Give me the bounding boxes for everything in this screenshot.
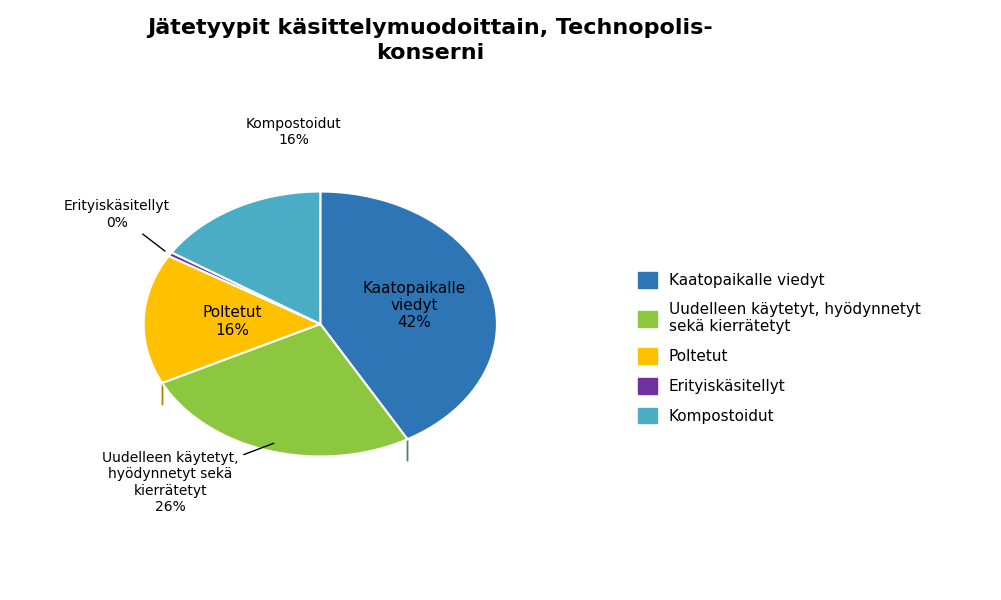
Text: Kompostoidut
16%: Kompostoidut 16% [246, 117, 341, 148]
Polygon shape [320, 191, 496, 439]
Legend: Kaatopaikalle viedyt, Uudelleen käytetyt, hyödynnetyt
sekä kierrätetyt, Poltetut: Kaatopaikalle viedyt, Uudelleen käytetyt… [639, 272, 921, 424]
Polygon shape [144, 256, 320, 383]
Text: Erityiskäsitellyt
0%: Erityiskäsitellyt 0% [64, 199, 170, 251]
Text: Kaatopaikalle
viedyt
42%: Kaatopaikalle viedyt 42% [362, 281, 465, 331]
Polygon shape [162, 324, 407, 457]
Polygon shape [171, 191, 320, 324]
Text: Jätetyypit käsittelymuodoittain, Technopolis-
konserni: Jätetyypit käsittelymuodoittain, Technop… [147, 18, 714, 63]
Polygon shape [169, 253, 320, 324]
Text: Poltetut
16%: Poltetut 16% [202, 305, 262, 338]
Text: Uudelleen käytetyt,
hyödynnetyt sekä
kierrätetyt
26%: Uudelleen käytetyt, hyödynnetyt sekä kie… [102, 443, 274, 514]
